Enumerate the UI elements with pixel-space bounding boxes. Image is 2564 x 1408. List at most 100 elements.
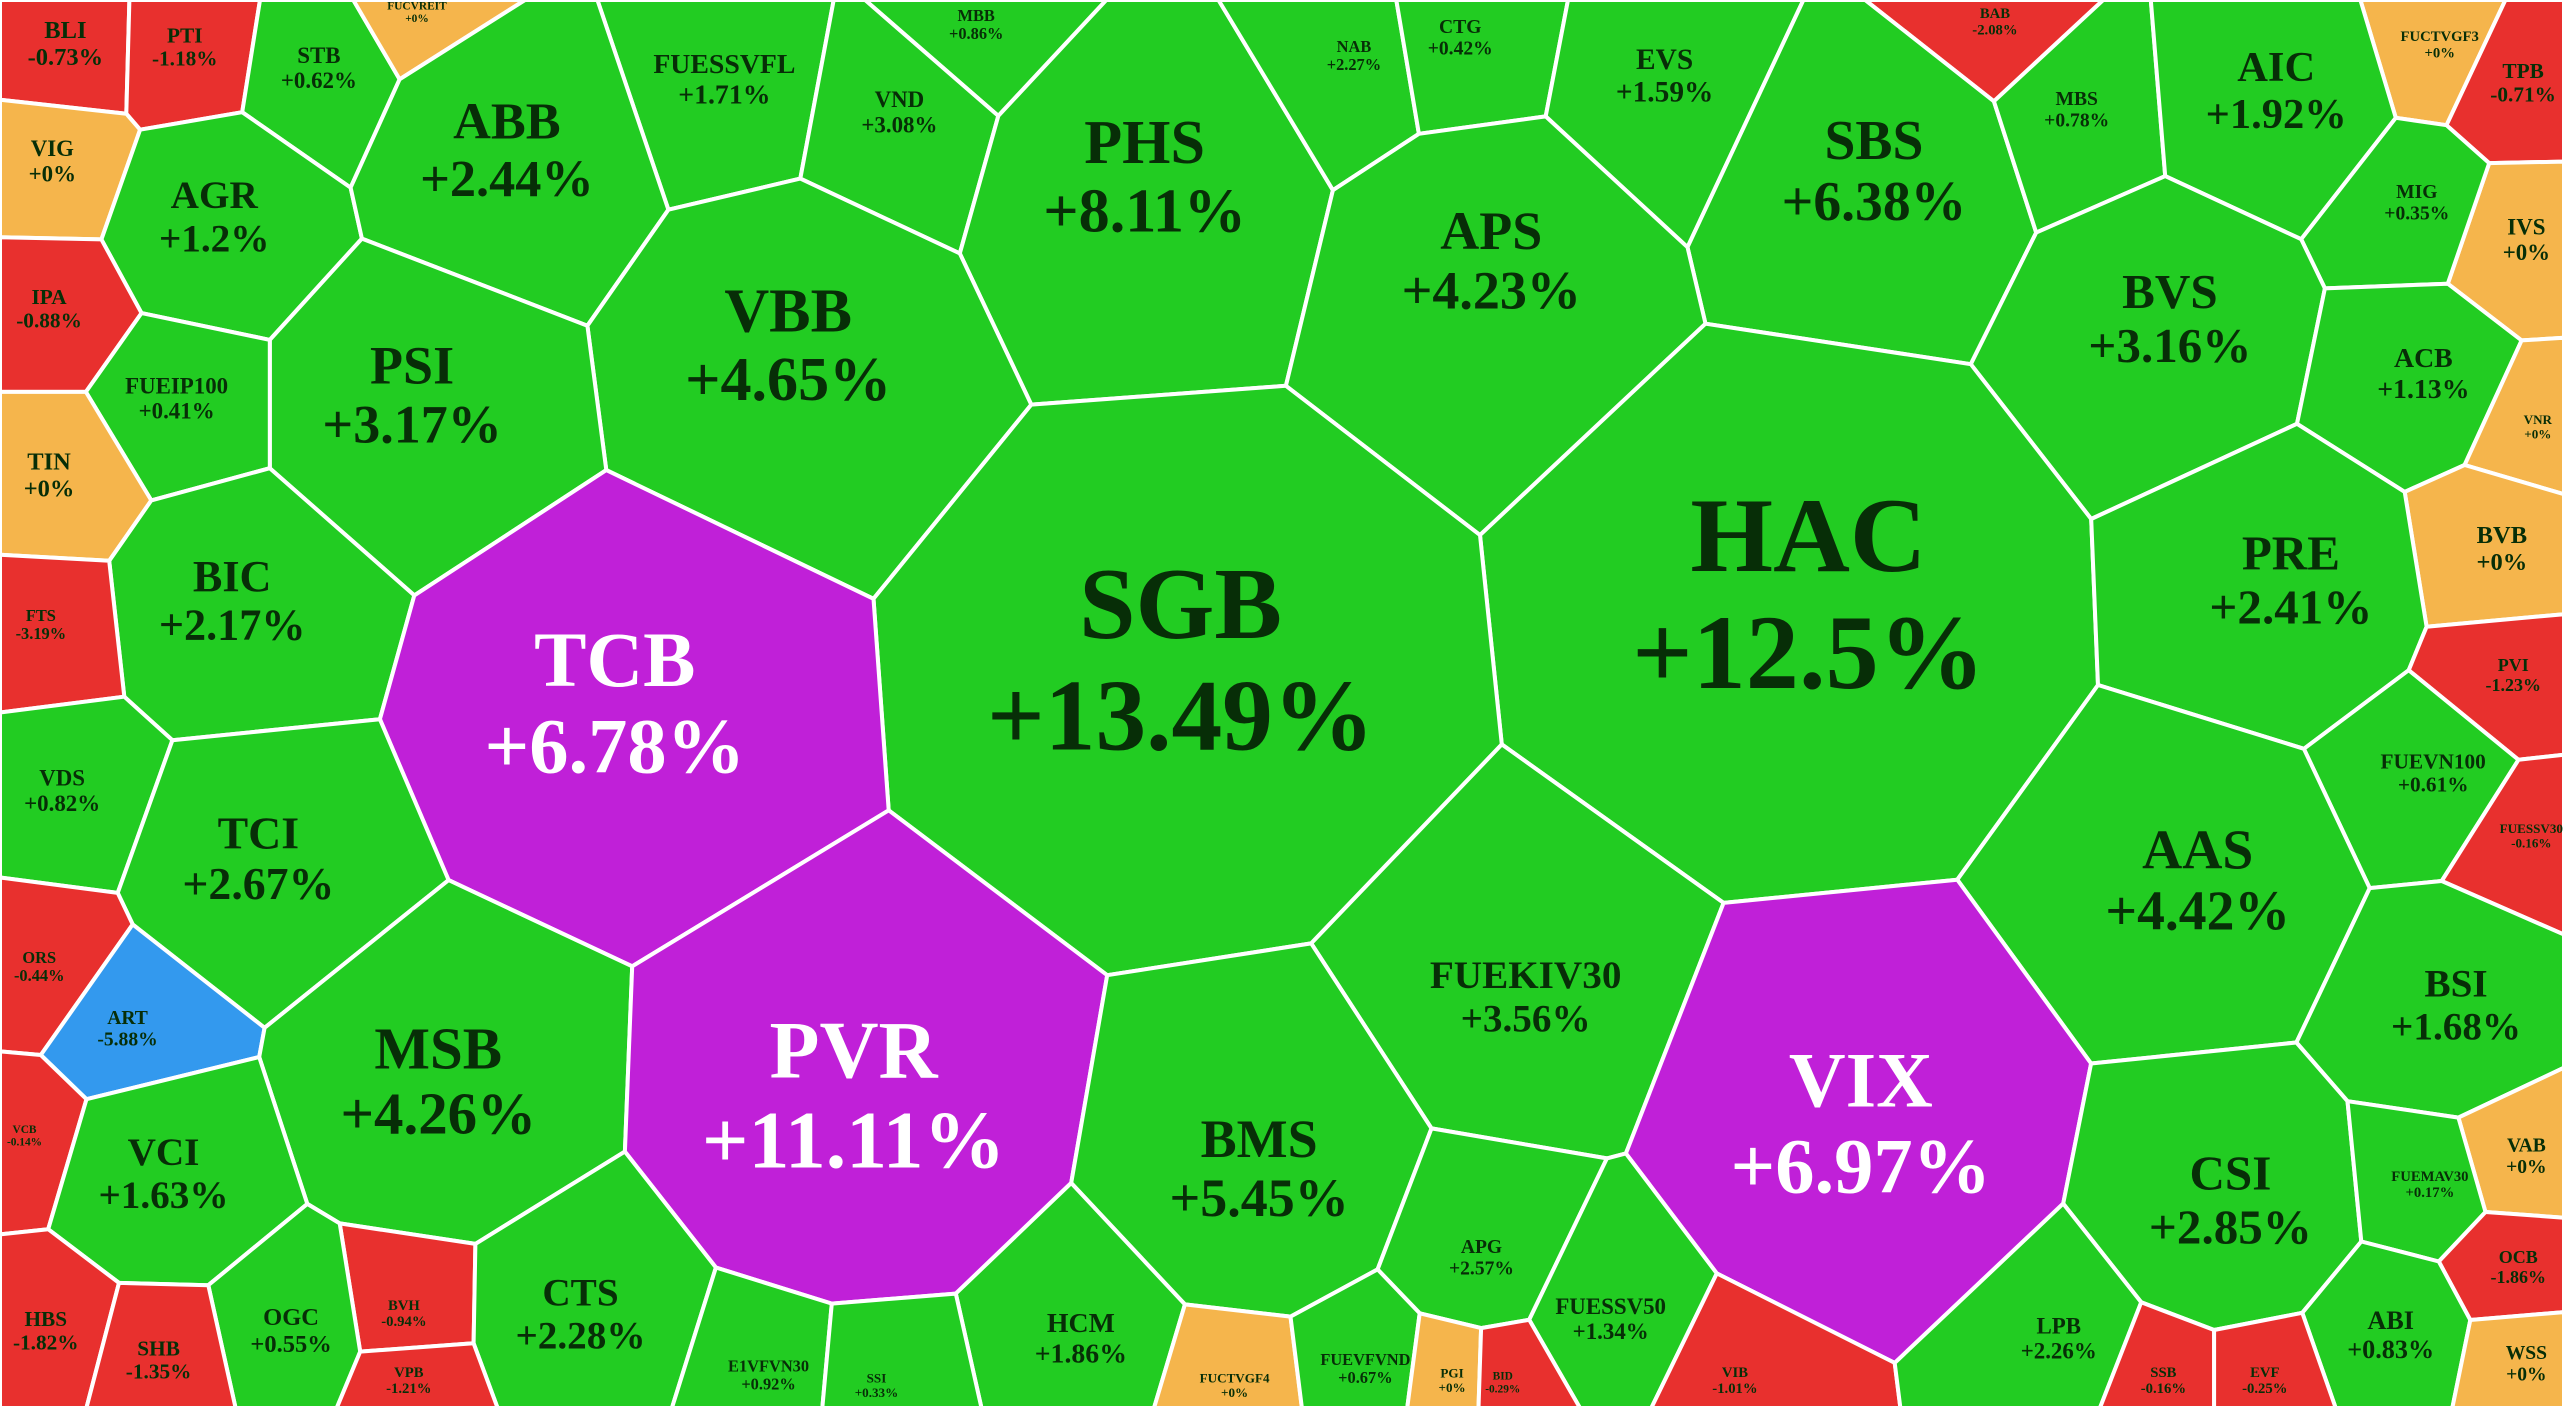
ticker-label: OGC <box>263 1304 319 1331</box>
ticker-label: VDS <box>39 766 85 791</box>
ticker-label: PTI <box>167 23 203 47</box>
change-label: +0.35% <box>2384 204 2449 225</box>
change-label: -0.16% <box>2511 835 2551 850</box>
ticker-label: VND <box>875 87 925 112</box>
ticker-label: MIG <box>2396 182 2437 203</box>
change-label: +6.97% <box>1731 1123 1992 1210</box>
ticker-label: STB <box>297 43 340 68</box>
change-label: +4.23% <box>1402 261 1581 321</box>
change-label: +0% <box>1439 1380 1466 1395</box>
change-label: +2.67% <box>182 858 334 909</box>
change-label: +0% <box>2503 240 2550 265</box>
change-label: -1.21% <box>386 1381 431 1397</box>
ticker-label: VNR <box>2524 412 2553 427</box>
change-label: +2.28% <box>515 1315 645 1358</box>
change-label: -0.44% <box>14 966 65 985</box>
ticker-label: BVS <box>2122 264 2218 319</box>
change-label: +0.92% <box>741 1375 795 1394</box>
change-label: +3.16% <box>2088 318 2251 373</box>
change-label: +4.26% <box>340 1081 536 1146</box>
change-label: +3.56% <box>1461 997 1591 1040</box>
ticker-label: MBS <box>2055 89 2098 110</box>
change-label: +0.42% <box>1428 39 1493 60</box>
ticker-label: SHB <box>137 1336 180 1360</box>
change-label: +1.34% <box>1573 1319 1649 1344</box>
ticker-label: PVI <box>2498 655 2529 675</box>
ticker-label: FUCTVGF3 <box>2401 29 2479 45</box>
change-label: +4.42% <box>2105 881 2290 943</box>
ticker-label: FUEIP100 <box>125 373 228 398</box>
ticker-label: BAB <box>1980 6 2010 22</box>
change-label: -1.23% <box>2486 675 2542 695</box>
change-label: +1.13% <box>2377 374 2469 405</box>
ticker-label: FUEVN100 <box>2381 749 2486 773</box>
ticker-label: BVH <box>388 1298 420 1314</box>
change-label: +0% <box>2524 427 2551 442</box>
change-label: +0.78% <box>2044 110 2109 131</box>
ticker-label: BLI <box>44 17 86 44</box>
change-label: +13.49% <box>987 659 1374 771</box>
change-label: -1.86% <box>2490 1267 2546 1287</box>
change-label: +2.17% <box>159 600 306 649</box>
ticker-label: BMS <box>1201 1109 1318 1169</box>
ticker-label: EVF <box>2250 1365 2279 1381</box>
change-label: -3.19% <box>16 624 67 643</box>
change-label: +0.41% <box>139 398 215 423</box>
cell <box>84 1280 238 1408</box>
cell <box>1476 1317 1582 1408</box>
ticker-label: VIB <box>1722 1365 1748 1381</box>
ticker-label: SGB <box>1079 548 1282 660</box>
ticker-label: ORS <box>22 948 56 967</box>
ticker-label: LPB <box>2036 1314 2081 1339</box>
ticker-label: VCI <box>128 1131 200 1174</box>
change-label: +0.17% <box>2406 1185 2455 1201</box>
ticker-label: ABI <box>2367 1306 2414 1335</box>
change-label: +0.55% <box>250 1331 331 1358</box>
ticker-label: FUEMAV30 <box>2391 1169 2468 1185</box>
ticker-label: VIG <box>31 136 74 161</box>
ticker-label: VBB <box>724 278 852 346</box>
change-label: +0.83% <box>2347 1335 2434 1364</box>
ticker-label: FUCVREIT <box>387 0 447 12</box>
ticker-label: FUESSV50 <box>1555 1294 1666 1319</box>
ticker-label: BVB <box>2477 522 2527 549</box>
ticker-label: WSS <box>2506 1343 2547 1364</box>
change-label: +0.67% <box>1338 1368 1392 1387</box>
change-label: +0% <box>2477 549 2528 576</box>
ticker-label: AAS <box>2142 819 2253 881</box>
change-label: +4.65% <box>685 346 891 414</box>
change-label: +3.08% <box>861 112 937 137</box>
change-label: +2.26% <box>2021 1339 2097 1364</box>
change-label: -0.29% <box>1485 1383 1520 1395</box>
ticker-label: BSI <box>2424 962 2487 1005</box>
ticker-label: HCM <box>1047 1308 1115 1339</box>
change-label: +3.17% <box>322 395 501 455</box>
ticker-label: TPB <box>2502 59 2543 83</box>
cell <box>2450 1310 2564 1408</box>
ticker-label: VAB <box>2507 1135 2546 1156</box>
change-label: -1.18% <box>152 47 218 71</box>
ticker-label: TCI <box>218 808 299 859</box>
ticker-label: HBS <box>24 1307 67 1331</box>
change-label: +0.61% <box>2398 773 2469 797</box>
change-label: +0% <box>405 13 429 25</box>
ticker-label: IPA <box>32 285 68 309</box>
change-label: -5.88% <box>97 1029 157 1050</box>
ticker-label: AIC <box>2237 44 2315 91</box>
ticker-label: AGR <box>171 174 259 217</box>
ticker-label: TCB <box>534 616 695 703</box>
change-label: +0.62% <box>281 68 357 93</box>
change-label: +2.27% <box>1327 55 1381 74</box>
change-label: +0% <box>24 476 75 503</box>
change-label: +6.78% <box>485 702 746 789</box>
change-label: -0.14% <box>7 1136 42 1148</box>
change-label: +0.86% <box>949 24 1003 43</box>
change-label: +2.41% <box>2209 580 2372 635</box>
ticker-label: MSB <box>374 1017 502 1082</box>
change-label: +0.33% <box>855 1385 898 1400</box>
cell <box>334 1341 500 1408</box>
change-label: -0.94% <box>381 1314 426 1330</box>
ticker-label: FUEKIV30 <box>1430 954 1622 997</box>
change-label: -0.73% <box>28 44 104 71</box>
